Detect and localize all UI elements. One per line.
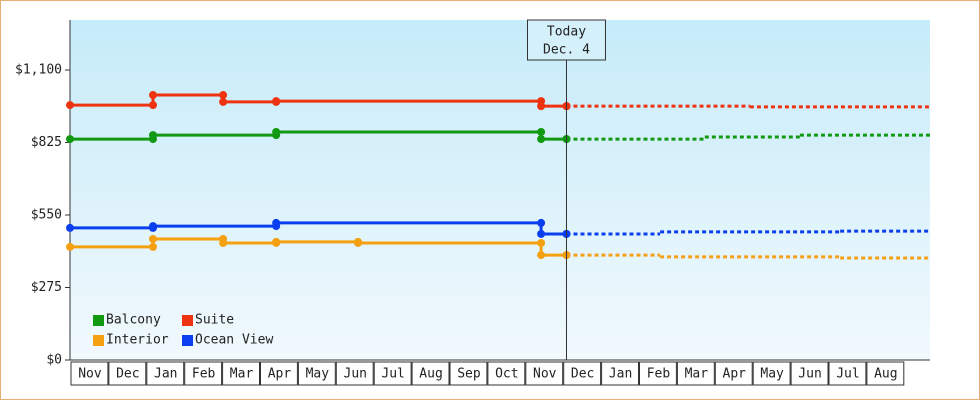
month-box xyxy=(184,361,223,386)
point-marker xyxy=(272,237,281,246)
month-box xyxy=(828,361,867,386)
step-marker xyxy=(537,218,546,227)
month-box xyxy=(222,361,261,386)
month-box xyxy=(260,361,298,386)
month-box xyxy=(449,361,488,386)
month-box xyxy=(639,361,677,386)
step-marker xyxy=(219,91,228,100)
point-marker xyxy=(354,238,363,247)
x-tick-label: May xyxy=(306,367,330,382)
x-tick-label: Nov xyxy=(78,367,102,382)
point-marker xyxy=(66,242,74,251)
legend-swatch xyxy=(93,315,104,326)
legend-label: Interior xyxy=(106,333,169,348)
month-box xyxy=(335,361,374,386)
point-marker xyxy=(537,102,546,111)
y-tick-label: $0 xyxy=(46,353,62,368)
step-marker xyxy=(149,101,158,110)
month-box xyxy=(790,361,829,386)
month-box xyxy=(525,361,564,386)
x-tick-label: Jun xyxy=(344,367,367,382)
step-marker xyxy=(149,242,158,251)
legend-swatch xyxy=(182,335,193,346)
today-box xyxy=(526,19,606,61)
point-marker xyxy=(149,131,158,140)
legend-swatch xyxy=(93,335,104,346)
month-box xyxy=(866,361,905,386)
x-tick-label: Mar xyxy=(685,367,709,382)
month-box xyxy=(373,361,412,386)
y-tick-label: $825 xyxy=(31,135,62,150)
point-marker xyxy=(537,251,546,260)
point-marker xyxy=(537,135,546,144)
point-marker xyxy=(66,135,74,144)
x-tick-label: May xyxy=(760,367,784,382)
x-tick-label: Aug xyxy=(874,367,897,382)
point-marker xyxy=(66,101,74,110)
x-tick-label: Jun xyxy=(798,367,821,382)
month-box xyxy=(411,361,450,386)
y-tick-label: $550 xyxy=(31,208,62,223)
x-tick-label: Dec xyxy=(571,367,594,382)
month-box xyxy=(487,361,526,386)
x-tick-label: Aug xyxy=(419,367,442,382)
point-marker xyxy=(272,218,281,227)
x-tick-label: Oct xyxy=(495,367,518,382)
month-box xyxy=(752,361,791,386)
point-marker xyxy=(219,97,228,106)
x-tick-label: Jul xyxy=(381,367,404,382)
point-marker xyxy=(149,234,158,243)
x-tick-label: Jan xyxy=(154,367,177,382)
month-box xyxy=(676,361,715,386)
x-tick-label: Mar xyxy=(230,367,254,382)
point-marker xyxy=(219,238,228,247)
step-marker xyxy=(537,127,546,136)
month-box xyxy=(108,361,147,386)
point-marker xyxy=(272,127,281,136)
legend-swatch xyxy=(182,315,193,326)
plot-area xyxy=(70,20,930,360)
step-marker xyxy=(537,238,546,247)
month-box xyxy=(146,361,185,386)
month-box xyxy=(70,361,109,386)
x-tick-label: Apr xyxy=(268,367,292,382)
x-tick-label: Sep xyxy=(457,367,481,382)
point-marker xyxy=(272,97,281,106)
x-tick-label: Dec xyxy=(116,367,139,382)
x-tick-label: Feb xyxy=(192,367,216,382)
today-label: Today xyxy=(547,25,586,40)
y-tick-label: $275 xyxy=(31,280,62,295)
point-marker xyxy=(66,223,74,232)
month-box xyxy=(714,361,753,386)
point-marker xyxy=(149,222,158,231)
x-tick-label: Jul xyxy=(836,367,859,382)
today-date: Dec. 4 xyxy=(543,43,590,58)
legend-label: Suite xyxy=(195,313,234,328)
x-tick-label: Jan xyxy=(609,367,632,382)
y-tick-label: $1,100 xyxy=(15,63,62,78)
x-tick-label: Apr xyxy=(723,367,747,382)
month-box xyxy=(297,361,336,386)
month-box xyxy=(563,361,602,386)
x-tick-label: Feb xyxy=(647,367,671,382)
point-marker xyxy=(149,91,158,100)
month-box xyxy=(601,361,639,386)
x-tick-label: Nov xyxy=(533,367,557,382)
legend-label: Ocean View xyxy=(195,333,273,348)
point-marker xyxy=(537,229,546,238)
legend-label: Balcony xyxy=(106,313,161,328)
